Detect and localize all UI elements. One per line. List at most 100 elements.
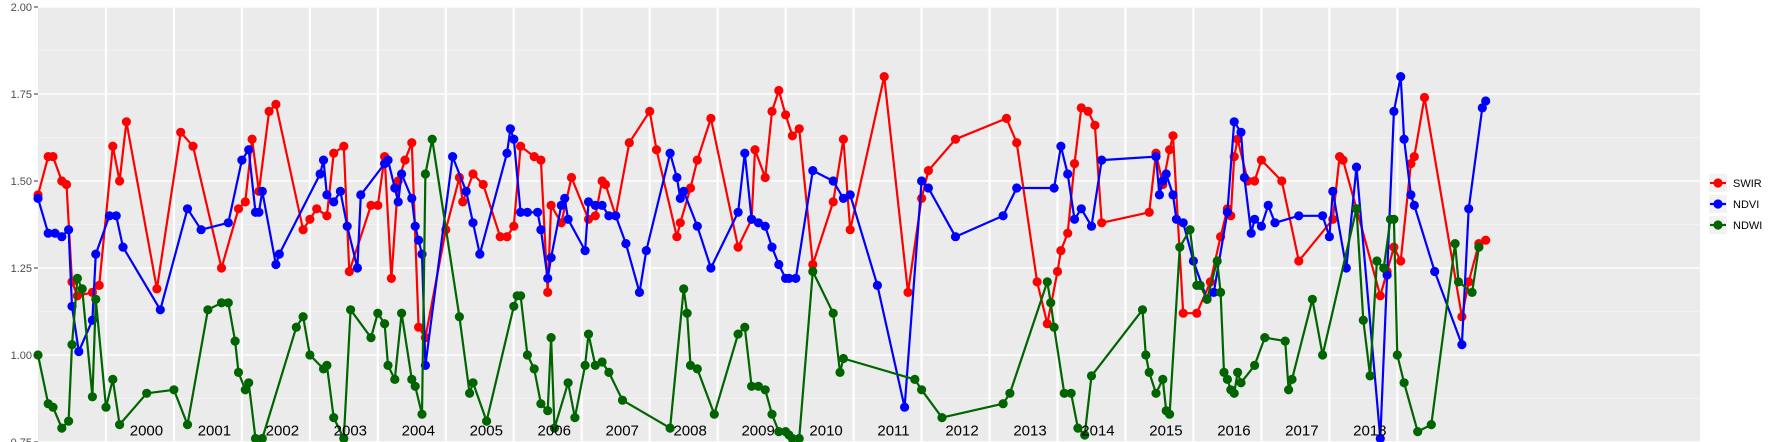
data-point-swir — [298, 225, 308, 235]
data-point-ndwi — [509, 301, 519, 311]
data-point-swir — [1294, 256, 1304, 266]
data-point-ndvi — [872, 280, 883, 290]
data-point-swir — [329, 148, 339, 158]
legend-item-ndvi[interactable]: NDVI — [1709, 195, 1759, 213]
data-point-ndvi — [509, 134, 519, 144]
data-point-swir — [536, 155, 546, 165]
data-point-swir — [760, 172, 770, 183]
data-point-ndvi — [1270, 218, 1280, 228]
data-point-ndvi — [271, 259, 281, 270]
data-point-ndvi — [543, 273, 553, 283]
data-point-ndvi — [410, 221, 420, 231]
data-point-ndvi — [950, 232, 961, 242]
data-point-ndwi — [465, 388, 475, 398]
data-point-ndwi — [760, 385, 770, 395]
data-point-swir — [1052, 266, 1063, 277]
data-point-ndwi — [397, 308, 407, 318]
data-point-ndvi — [536, 225, 546, 235]
data-point-swir — [305, 214, 315, 224]
data-point-ndvi — [767, 242, 777, 252]
data-point-ndwi — [240, 385, 250, 395]
data-point-ndwi — [346, 305, 356, 315]
legend[interactable]: SWIR NDVI NDWI — [1709, 174, 1762, 234]
data-point-ndvi — [580, 246, 590, 256]
data-point-swir — [1144, 207, 1154, 217]
data-point-swir — [1168, 131, 1178, 141]
data-point-ndwi — [1453, 277, 1464, 287]
data-point-swir — [115, 176, 125, 186]
series-ndwi — [33, 134, 1484, 442]
data-point-ndwi — [1185, 225, 1195, 235]
data-point-ndvi — [923, 183, 934, 193]
data-point-swir — [794, 124, 804, 134]
data-point-ndvi — [1464, 204, 1474, 214]
data-point-swir — [1076, 103, 1086, 113]
data-point-ndwi — [48, 402, 58, 412]
data-point-ndwi — [373, 308, 383, 318]
data-point-ndwi — [1229, 388, 1239, 398]
data-point-ndwi — [516, 291, 526, 301]
data-point-swir — [1396, 256, 1406, 266]
data-point-ndwi — [1379, 263, 1389, 273]
legend-item-ndwi[interactable]: NDWI — [1709, 216, 1762, 234]
data-point-swir — [774, 85, 784, 96]
year-label-2001: 2001 — [198, 423, 231, 440]
data-point-swir — [516, 141, 526, 151]
legend-label: NDWI — [1733, 220, 1762, 232]
data-point-swir — [546, 200, 556, 210]
data-point-ndwi — [1351, 204, 1362, 214]
data-point-swir — [1419, 92, 1430, 103]
data-point-ndvi — [461, 186, 471, 196]
data-point-ndwi — [1365, 371, 1375, 381]
year-label-2000: 2000 — [130, 423, 163, 440]
data-point-ndvi — [634, 287, 645, 297]
data-point-swir — [188, 141, 198, 151]
data-point-ndvi — [356, 190, 366, 200]
data-point-swir — [495, 232, 505, 242]
year-labels: 2000 2001 2002 2003 2004 2005 2006 2007 2008 2009… — [130, 423, 1387, 440]
y-tick-label: 2.00 — [11, 2, 32, 14]
data-point-ndvi — [1328, 186, 1338, 196]
data-point-ndwi — [1141, 350, 1151, 360]
data-point-ndwi — [617, 395, 628, 405]
data-point-ndvi — [563, 214, 573, 224]
data-point-swir — [706, 113, 716, 123]
data-point-ndvi — [407, 193, 417, 203]
y-tick-label: 0.75 — [11, 437, 32, 442]
data-point-ndvi — [1294, 211, 1304, 221]
data-point-ndvi — [1063, 169, 1073, 179]
data-point-swir — [543, 287, 553, 297]
data-point-ndwi — [787, 433, 797, 442]
data-point-ndwi — [1202, 294, 1212, 304]
data-point-swir — [509, 221, 519, 231]
data-point-ndwi — [1195, 280, 1205, 290]
legend-item-swir[interactable]: SWIR — [1709, 174, 1762, 192]
data-point-ndwi — [910, 374, 920, 384]
data-point-ndvi — [1318, 211, 1328, 221]
data-point-ndwi — [767, 409, 777, 419]
data-point-ndvi — [329, 197, 339, 207]
year-label-2004: 2004 — [402, 423, 435, 440]
data-point-ndwi — [482, 416, 492, 426]
data-point-ndvi — [1250, 214, 1260, 224]
data-point-ndvi — [502, 148, 512, 158]
data-point-ndwi — [1426, 420, 1436, 430]
data-point-swir — [386, 273, 396, 283]
data-point-swir — [923, 166, 934, 176]
year-label-2012: 2012 — [945, 423, 978, 440]
data-point-ndvi — [1481, 96, 1491, 106]
data-point-swir — [838, 134, 849, 144]
data-point-ndvi — [753, 218, 764, 228]
data-point-ndvi — [838, 193, 849, 203]
data-point-ndwi — [72, 273, 82, 283]
data-point-ndwi — [366, 333, 376, 343]
data-point-swir — [845, 225, 855, 235]
data-point-ndwi — [468, 378, 478, 388]
data-point-ndwi — [838, 353, 849, 364]
data-point-ndvi — [740, 148, 750, 158]
data-point-ndwi — [835, 367, 845, 377]
data-point-ndwi — [679, 284, 689, 294]
data-point-ndwi — [383, 360, 393, 370]
data-point-ndvi — [342, 221, 352, 231]
data-point-ndvi — [322, 190, 332, 200]
